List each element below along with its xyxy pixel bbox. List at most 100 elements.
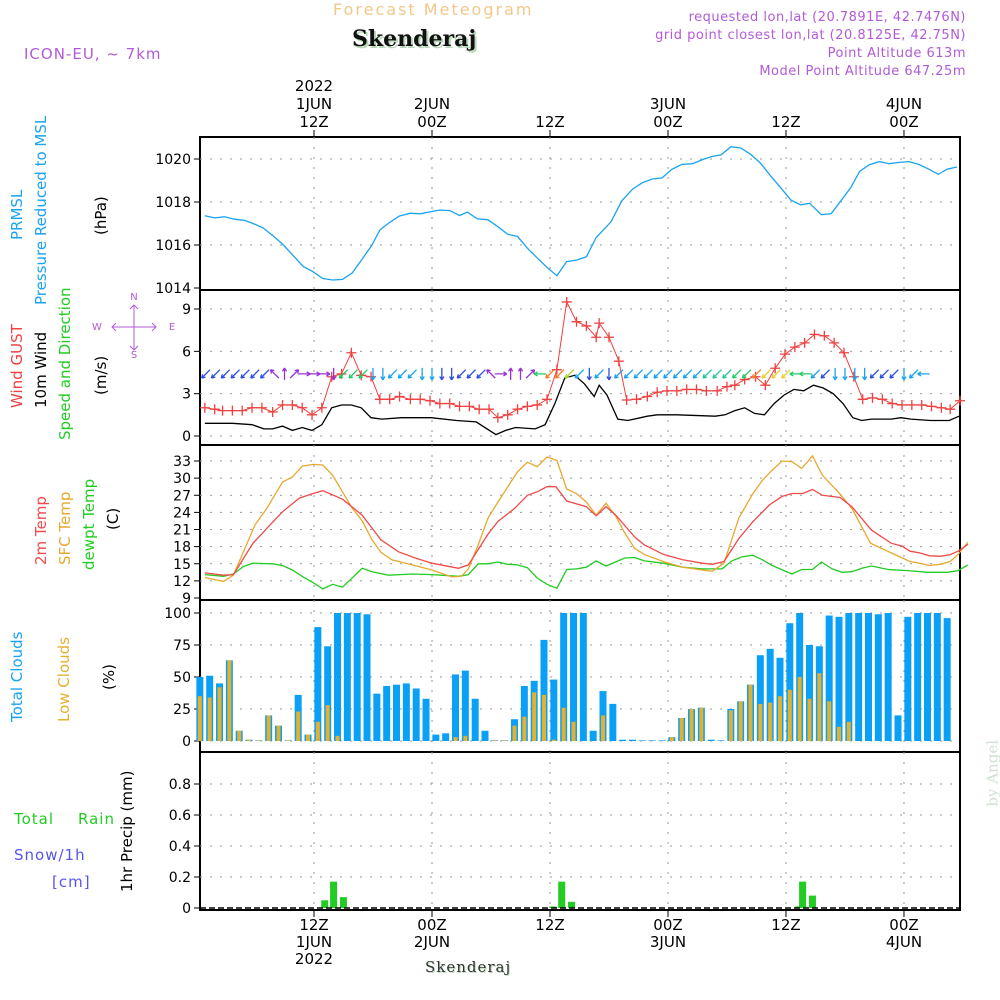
- y-tick-label: 0.8: [169, 777, 191, 793]
- wind-direction-arrow: [889, 369, 899, 379]
- panel-frame: [199, 136, 961, 291]
- total-cloud-bar: [393, 684, 401, 741]
- low-cloud-bar: [748, 684, 753, 741]
- low-cloud-bar: [778, 696, 783, 741]
- low-cloud-bar: [551, 739, 556, 741]
- rain-bar: [799, 881, 807, 908]
- gust-marker: [897, 399, 908, 410]
- gust-marker: [867, 392, 878, 403]
- gust-marker: [819, 330, 830, 341]
- gust-marker: [484, 404, 495, 415]
- total-cloud-bar: [353, 613, 361, 741]
- total-cloud-bar: [402, 683, 410, 741]
- wind-direction-arrow: [564, 369, 575, 379]
- low-cloud-bar: [453, 737, 458, 741]
- gust-marker: [955, 395, 966, 406]
- wind-direction-arrow: [586, 367, 592, 381]
- low-cloud-bar: [797, 677, 802, 741]
- gust-marker: [277, 399, 288, 410]
- gust-marker: [712, 385, 723, 396]
- rain-bar: [568, 901, 576, 908]
- wind-direction-arrow: [380, 367, 386, 381]
- wind-direction-arrow: [879, 369, 889, 379]
- y-tick-label: 1020: [155, 152, 191, 168]
- gust-marker: [434, 398, 445, 409]
- wind-direction-arrow: [419, 367, 425, 381]
- gust-marker: [681, 384, 692, 395]
- x-tick-label-bottom: 2022: [295, 950, 333, 968]
- gust-marker: [444, 398, 455, 409]
- gust-marker: [415, 394, 426, 405]
- total-cloud-bar: [481, 730, 489, 741]
- meteogram-title: Forecast Meteogram: [333, 0, 534, 19]
- y-tick-label: 75: [173, 638, 191, 654]
- wind-direction-arrow: [761, 369, 771, 379]
- gust-marker: [464, 401, 475, 412]
- panel-frame: [199, 289, 961, 446]
- y-tick-label: 0: [182, 429, 191, 445]
- total-cloud-bar: [314, 627, 322, 741]
- gust-marker: [916, 399, 927, 410]
- wind-direction-arrow: [486, 369, 496, 379]
- low-cloud-bar: [532, 692, 537, 741]
- rain-bar: [321, 900, 329, 908]
- gust-marker: [642, 391, 653, 402]
- wind-direction-arrow: [281, 367, 288, 380]
- wind-direction-arrow: [771, 369, 781, 379]
- gust-marker: [512, 404, 523, 415]
- total-cloud-bar: [619, 739, 627, 741]
- total-cloud-bar: [894, 715, 902, 741]
- low-cloud-bar: [522, 716, 527, 741]
- wind-direction-arrow: [370, 367, 376, 381]
- wind-direction-arrow: [810, 369, 821, 379]
- total-cloud-bar: [412, 688, 420, 741]
- low-cloud-bar: [689, 709, 694, 741]
- wind-direction-arrow: [633, 369, 644, 379]
- y-tick-label: 24: [173, 505, 191, 521]
- gust-marker: [594, 318, 605, 329]
- total-cloud-bar: [638, 740, 646, 741]
- gust-marker: [799, 337, 810, 348]
- wind-direction-arrow: [869, 369, 880, 379]
- gust-marker: [297, 402, 308, 413]
- gust-marker: [789, 342, 800, 353]
- wind-direction-arrow: [429, 367, 435, 381]
- gust-marker: [394, 391, 405, 402]
- gust-marker: [760, 380, 771, 391]
- x-tick-label-bottom: 12Z: [535, 916, 564, 934]
- total-cloud-bar: [334, 613, 342, 741]
- x-tick-label-bottom: 00Z: [653, 916, 682, 934]
- gust-marker: [247, 402, 258, 413]
- y-tick-label: 9: [182, 591, 191, 607]
- wind-direction-arrow: [269, 369, 280, 379]
- low-cloud-bar: [601, 715, 606, 741]
- x-tick-label-top: 00Z: [889, 113, 918, 131]
- rain-bar: [808, 895, 816, 908]
- gust-marker: [307, 409, 318, 420]
- wind-direction-arrow: [682, 369, 693, 379]
- gust-marker: [936, 402, 947, 413]
- wind-direction-arrow: [663, 369, 673, 379]
- gust-marker: [631, 394, 642, 405]
- low-cloud-bar: [758, 703, 763, 741]
- gust-marker: [770, 363, 781, 374]
- total-cloud-bar: [717, 740, 725, 741]
- y-tick-label: 1016: [155, 238, 191, 254]
- low-cloud-bar: [669, 737, 674, 741]
- low-cloud-bar: [306, 734, 311, 741]
- wind-direction-arrow: [751, 369, 762, 379]
- gust-marker: [621, 395, 632, 406]
- y-tick-label: 1018: [155, 195, 191, 211]
- compass-w: W: [92, 322, 102, 333]
- low-cloud-bar: [502, 740, 507, 741]
- gust-marker: [384, 394, 395, 405]
- gust-marker: [809, 329, 820, 340]
- low-cloud-bar: [256, 740, 261, 741]
- total-cloud-bar: [442, 733, 450, 741]
- gust-marker: [227, 405, 238, 416]
- precip-total-label: Total: [14, 810, 55, 828]
- y-tick-label: 0.4: [169, 839, 191, 855]
- gust-marker: [906, 399, 917, 410]
- low-cloud-bar: [276, 725, 281, 741]
- total-cloud-bar: [550, 679, 558, 741]
